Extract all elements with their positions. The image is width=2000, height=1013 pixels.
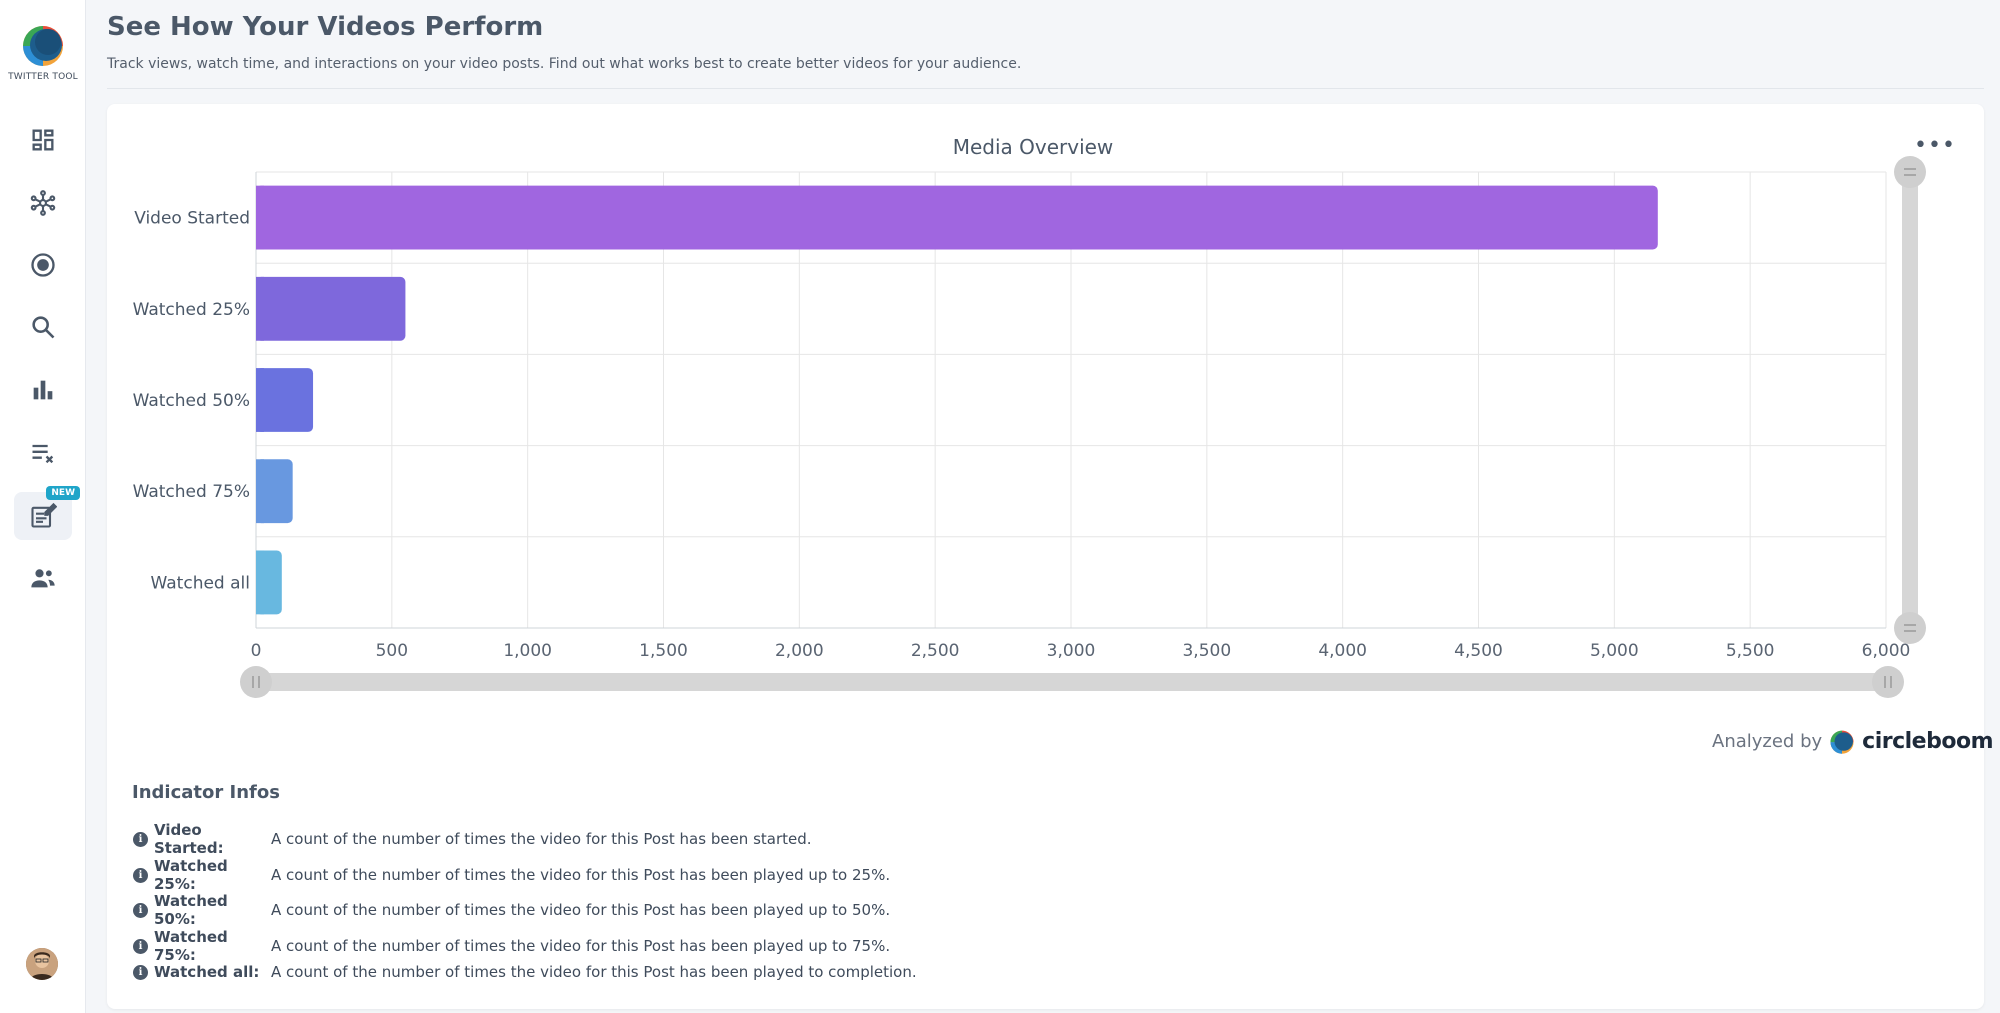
bar[interactable]: [256, 368, 314, 432]
vertical-range-end-handle[interactable]: [1894, 612, 1926, 644]
x-tick-label: 500: [376, 641, 408, 661]
indicator-term: Watched all:: [154, 963, 260, 981]
y-category-label: Watched all: [151, 573, 250, 593]
x-tick-label: 6,000: [1862, 641, 1911, 661]
page-title: See How Your Videos Perform: [107, 12, 544, 42]
x-tick-label: 4,500: [1454, 641, 1503, 661]
dashboard-icon: [32, 129, 54, 151]
y-category-label: Watched 75%: [133, 482, 250, 502]
indicator-term: Watched 25%:: [154, 857, 228, 893]
sidebar-item-search[interactable]: [14, 303, 72, 351]
indicator-term: Watched 50%:: [154, 892, 228, 928]
info-icon: i: [133, 964, 148, 980]
x-tick-label: 5,500: [1726, 641, 1775, 661]
indicator-row: i Watched all: A count of the number of …: [133, 963, 917, 981]
x-tick-label: 5,000: [1590, 641, 1639, 661]
page-subtitle: Track views, watch time, and interaction…: [107, 56, 1022, 72]
list-remove-icon: [32, 444, 54, 464]
indicator-description: A count of the number of times the video…: [271, 866, 891, 884]
x-tick-label: 4,000: [1318, 641, 1367, 661]
analyzed-brand: circleboom: [1862, 728, 1993, 754]
bar[interactable]: [256, 276, 406, 341]
sidebar-item-network[interactable]: [14, 179, 72, 227]
bar-chart-icon: [33, 380, 53, 400]
indicator-row: i Watched 75%: A count of the number of …: [133, 928, 890, 964]
x-tick-label: 1,500: [639, 641, 688, 661]
bar-base: [256, 550, 264, 615]
indicator-description: A count of the number of times the video…: [271, 901, 891, 919]
indicator-row: i Watched 25%: A count of the number of …: [133, 857, 890, 893]
x-tick-label: 0: [251, 641, 262, 661]
analyzed-by: Analyzed by circleboom: [1712, 726, 1993, 756]
network-icon: [30, 190, 56, 216]
sidebar-item-analytics[interactable]: [14, 366, 72, 414]
bar-base: [256, 185, 264, 250]
x-tick-label: 2,000: [775, 641, 824, 661]
vertical-range-track[interactable]: [1902, 172, 1918, 628]
search-icon: [32, 316, 55, 339]
header-divider: [107, 88, 1984, 89]
horizontal-range-end-handle[interactable]: [1872, 666, 1904, 698]
analyzed-label: Analyzed by: [1712, 730, 1823, 752]
app-logo[interactable]: TWITTER TOOL: [0, 18, 86, 82]
bar-base: [256, 276, 264, 341]
info-icon: i: [133, 831, 148, 847]
x-tick-label: 2,500: [911, 641, 960, 661]
bar[interactable]: [256, 459, 293, 524]
post-edit-icon: [31, 502, 57, 528]
y-category-label: Video Started: [134, 209, 250, 229]
indicator-row: i Watched 50%: A count of the number of …: [133, 892, 890, 928]
indicator-description: A count of the number of times the video…: [271, 937, 891, 955]
circleboom-logo-icon: [19, 18, 67, 70]
x-tick-label: 1,000: [503, 641, 552, 661]
media-overview-card: [107, 104, 1984, 1009]
logo-text: TWITTER TOOL: [8, 72, 78, 82]
sidebar-item-dashboard[interactable]: [14, 116, 72, 164]
indicator-row: i Video Started: A count of the number o…: [133, 821, 812, 857]
sidebar-item-target[interactable]: [14, 241, 72, 289]
chart-title: Media Overview: [953, 135, 1114, 159]
chart-x-ticks: 0 500 1,000 1,500 2,000 2,500 3,000 3,500 4,000 4…: [251, 641, 1911, 661]
bar-base: [256, 459, 264, 524]
indicator-term: Video Started:: [154, 821, 224, 857]
vertical-range-start-handle[interactable]: [1894, 156, 1926, 188]
sidebar-item-list-cleanup[interactable]: [14, 429, 72, 477]
indicator-description: A count of the number of times the video…: [271, 963, 917, 981]
sidebar-item-post-editor[interactable]: NEW: [14, 486, 80, 540]
new-badge: NEW: [46, 486, 80, 500]
bar-base: [256, 368, 264, 432]
chart-menu-icon[interactable]: •••: [1914, 133, 1956, 158]
y-category-label: Watched 50%: [133, 391, 250, 411]
info-icon: i: [133, 902, 148, 918]
info-icon: i: [133, 867, 148, 883]
bar[interactable]: [256, 185, 1658, 250]
indicator-infos-title: Indicator Infos: [132, 782, 280, 803]
circleboom-brand-icon: [1830, 730, 1854, 754]
target-icon: [31, 253, 55, 277]
indicator-term: Watched 75%:: [154, 928, 228, 964]
sidebar-item-users[interactable]: [14, 554, 72, 602]
x-tick-label: 3,000: [1047, 641, 1096, 661]
chart-bars: [256, 185, 1658, 615]
users-icon: [31, 569, 55, 588]
y-category-label: Watched 25%: [133, 300, 250, 320]
user-avatar[interactable]: [26, 948, 58, 980]
sidebar: TWITTER TOOL NEW: [0, 0, 86, 1013]
indicator-description: A count of the number of times the video…: [271, 830, 812, 848]
info-icon: i: [133, 938, 148, 954]
chart-y-labels: Video Started Watched 25% Watched 50% Watch…: [133, 209, 250, 594]
x-tick-label: 3,500: [1182, 641, 1231, 661]
horizontal-range-track[interactable]: [256, 673, 1888, 691]
horizontal-range-start-handle[interactable]: [240, 666, 272, 698]
